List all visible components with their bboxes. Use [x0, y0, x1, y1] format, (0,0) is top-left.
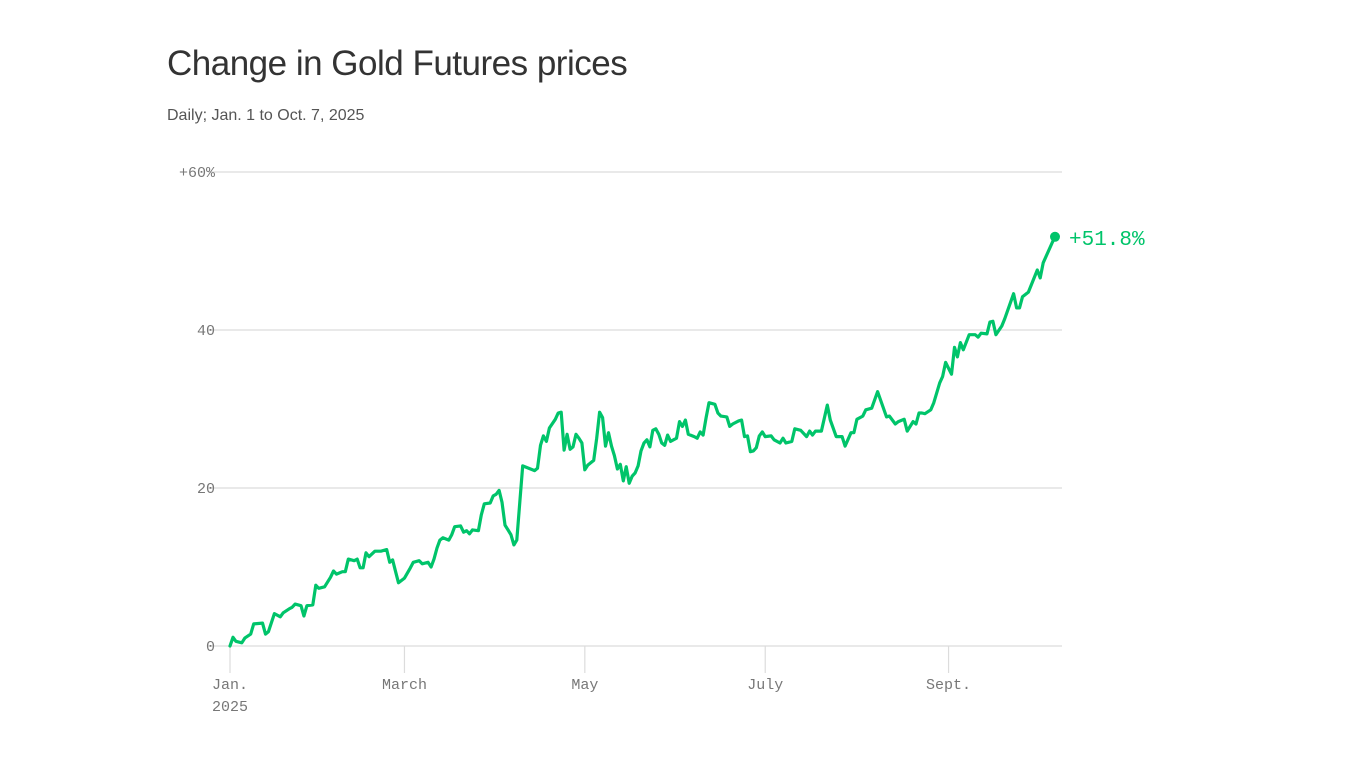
gold-price-line — [228, 235, 1057, 648]
x-tick-label: July — [747, 677, 783, 694]
y-tick-label: 40 — [197, 323, 215, 340]
chart-title: Change in Gold Futures prices — [167, 44, 628, 83]
end-point-marker — [1050, 231, 1060, 242]
x-tick-sublabel: 2025 — [212, 699, 248, 716]
end-value-label: +51.8% — [1069, 229, 1145, 252]
x-tick-label: May — [571, 677, 598, 694]
x-tick-label: March — [382, 677, 427, 694]
x-tick-label: Jan. — [212, 677, 248, 694]
chart-subtitle: Daily; Jan. 1 to Oct. 7, 2025 — [167, 107, 365, 124]
y-tick-label: +60% — [179, 165, 216, 182]
y-tick-label: 20 — [197, 481, 215, 498]
x-tick-label: Sept. — [926, 677, 971, 694]
y-tick-label: 0 — [206, 639, 215, 656]
